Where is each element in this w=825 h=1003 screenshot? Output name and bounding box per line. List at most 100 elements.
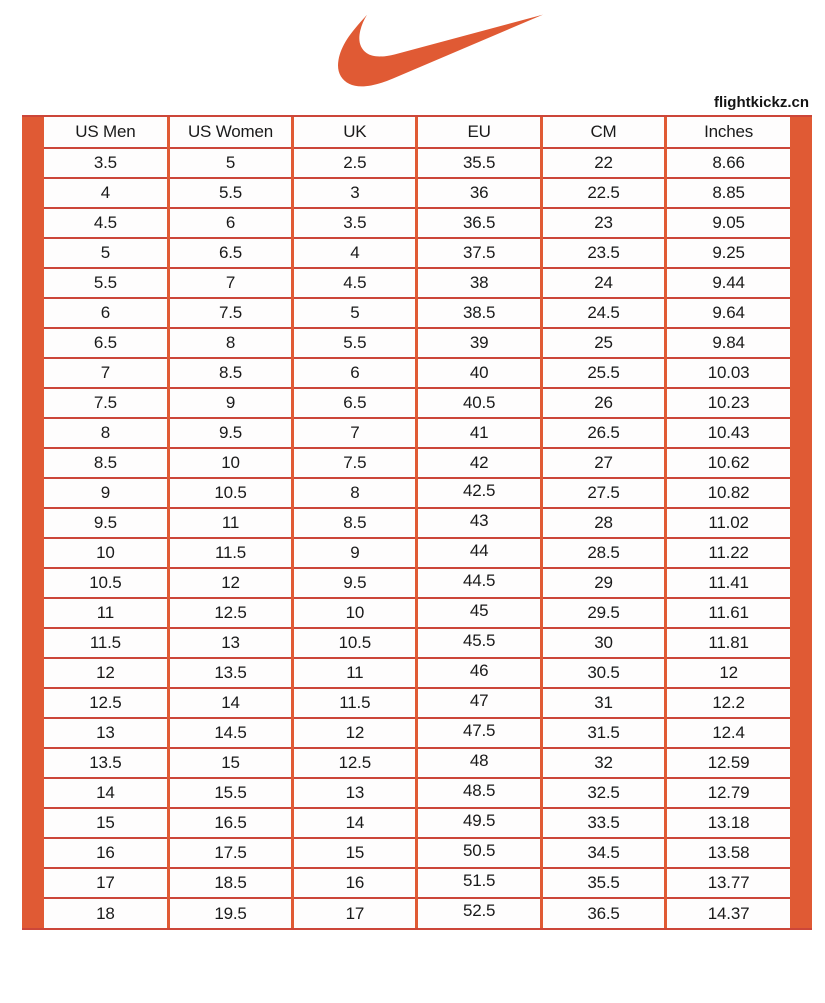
table-cell: 11.61: [664, 597, 790, 629]
table-row: 7.5 9 6.5 40.5 26 10.23: [44, 387, 790, 419]
table-cell: 17: [44, 867, 170, 899]
table-header: US Men US Women UK EU CM Inches: [44, 117, 790, 149]
table-cell: 5.5: [166, 177, 295, 209]
table-cell: 38: [415, 267, 543, 299]
table-cell: 16: [291, 867, 419, 899]
table-cell: 10: [44, 537, 170, 569]
table-cell: 22: [539, 147, 668, 179]
table-cell: 31.5: [539, 717, 668, 749]
nike-swoosh-icon: [338, 14, 543, 87]
table-cell: 6: [44, 297, 170, 329]
table-cell: 23: [539, 207, 668, 239]
table-cell: 10.5: [44, 567, 170, 599]
table-cell: 24: [539, 267, 668, 299]
table-cell: 9.44: [664, 267, 790, 299]
table-cell: 15: [166, 747, 295, 779]
right-accent-bar: [790, 117, 812, 928]
table-cell: 14: [291, 807, 419, 839]
table-cell: 11.22: [664, 537, 790, 569]
table-cell: 26.5: [539, 417, 668, 449]
table-cell: 35.5: [415, 147, 543, 179]
table-row: 9 10.5 8 42.5 27.5 10.82: [44, 477, 790, 509]
table-cell: 31: [539, 687, 668, 719]
column-header: Inches: [664, 117, 790, 149]
table-cell: 13: [291, 777, 419, 809]
table-cell: 34.5: [539, 837, 668, 869]
table-cell: 40: [415, 357, 543, 389]
table-cell: 27: [539, 447, 668, 479]
table-cell: 6.5: [291, 387, 419, 419]
table-cell: 17.5: [166, 837, 295, 869]
table-cell: 25.5: [539, 357, 668, 389]
table-row: 9.5 11 8.5 43 28 11.02: [44, 507, 790, 539]
table-cell: 7: [166, 267, 295, 299]
table-cell: 28.5: [539, 537, 668, 569]
table-cell: 6.5: [166, 237, 295, 269]
table-row: 18 19.5 17 52.5 36.5 14.37: [44, 897, 790, 928]
table-cell: 11.5: [291, 687, 419, 719]
table-cell: 5: [291, 297, 419, 329]
table-cell: 41: [415, 417, 543, 449]
table-cell: 4: [44, 177, 170, 209]
table-cell: 9: [291, 537, 419, 569]
table-cell: 42.5: [415, 477, 543, 509]
table-row: 10.5 12 9.5 44.5 29 11.41: [44, 567, 790, 599]
table-cell: 16: [44, 837, 170, 869]
table-cell: 13: [44, 717, 170, 749]
table-cell: 52.5: [415, 897, 543, 928]
table-cell: 44.5: [415, 567, 543, 599]
table-cell: 32: [539, 747, 668, 779]
table-cell: 43: [415, 507, 543, 539]
table-cell: 13.77: [664, 867, 790, 899]
table-cell: 13.18: [664, 807, 790, 839]
table-cell: 15.5: [166, 777, 295, 809]
table-cell: 9.05: [664, 207, 790, 239]
table-cell: 15: [44, 807, 170, 839]
column-header: US Men: [44, 117, 170, 149]
table-cell: 18.5: [166, 867, 295, 899]
table-cell: 48: [415, 747, 543, 779]
table-cell: 14.37: [664, 897, 790, 928]
table-cell: 13.58: [664, 837, 790, 869]
table-cell: 12.5: [166, 597, 295, 629]
column-header: UK: [291, 117, 419, 149]
table-cell: 29: [539, 567, 668, 599]
table-cell: 8.85: [664, 177, 790, 209]
table-body: 3.5 5 2.5 35.5 22 8.66 4 5.5 3 36 22.5 8.85 4.5 6 3.5 3…: [44, 147, 790, 928]
table-cell: 25: [539, 327, 668, 359]
table-row: 5 6.5 4 37.5 23.5 9.25: [44, 237, 790, 269]
table-row: 7 8.5 6 40 25.5 10.03: [44, 357, 790, 389]
table-cell: 42: [415, 447, 543, 479]
table-cell: 9: [44, 477, 170, 509]
table-cell: 10.5: [291, 627, 419, 659]
table-cell: 38.5: [415, 297, 543, 329]
table-cell: 14: [166, 687, 295, 719]
page-header: flightkickz.cn: [0, 0, 825, 115]
column-header: CM: [539, 117, 668, 149]
table-cell: 9.5: [44, 507, 170, 539]
table-cell: 12: [166, 567, 295, 599]
table-cell: 3.5: [44, 147, 170, 179]
table-cell: 9.5: [166, 417, 295, 449]
table-cell: 24.5: [539, 297, 668, 329]
table-cell: 9.64: [664, 297, 790, 329]
table-cell: 49.5: [415, 807, 543, 839]
table-cell: 45.5: [415, 627, 543, 659]
table-cell: 12: [664, 657, 790, 689]
table-cell: 6: [291, 357, 419, 389]
table-row: 6 7.5 5 38.5 24.5 9.64: [44, 297, 790, 329]
table-cell: 30: [539, 627, 668, 659]
table-cell: 11.81: [664, 627, 790, 659]
table-cell: 40.5: [415, 387, 543, 419]
table-row: 6.5 8 5.5 39 25 9.84: [44, 327, 790, 359]
table-row: 12 13.5 11 46 30.5 12: [44, 657, 790, 689]
table-cell: 7.5: [166, 297, 295, 329]
table-cell: 39: [415, 327, 543, 359]
table-cell: 47: [415, 687, 543, 719]
table-row: 11 12.5 10 45 29.5 11.61: [44, 597, 790, 629]
table-cell: 26: [539, 387, 668, 419]
table-row: 15 16.5 14 49.5 33.5 13.18: [44, 807, 790, 839]
nike-logo: [338, 12, 543, 89]
column-header: US Women: [166, 117, 295, 149]
size-table: US Men US Women UK EU CM Inches 3.5 5 2.5 35.5 22…: [44, 117, 790, 928]
